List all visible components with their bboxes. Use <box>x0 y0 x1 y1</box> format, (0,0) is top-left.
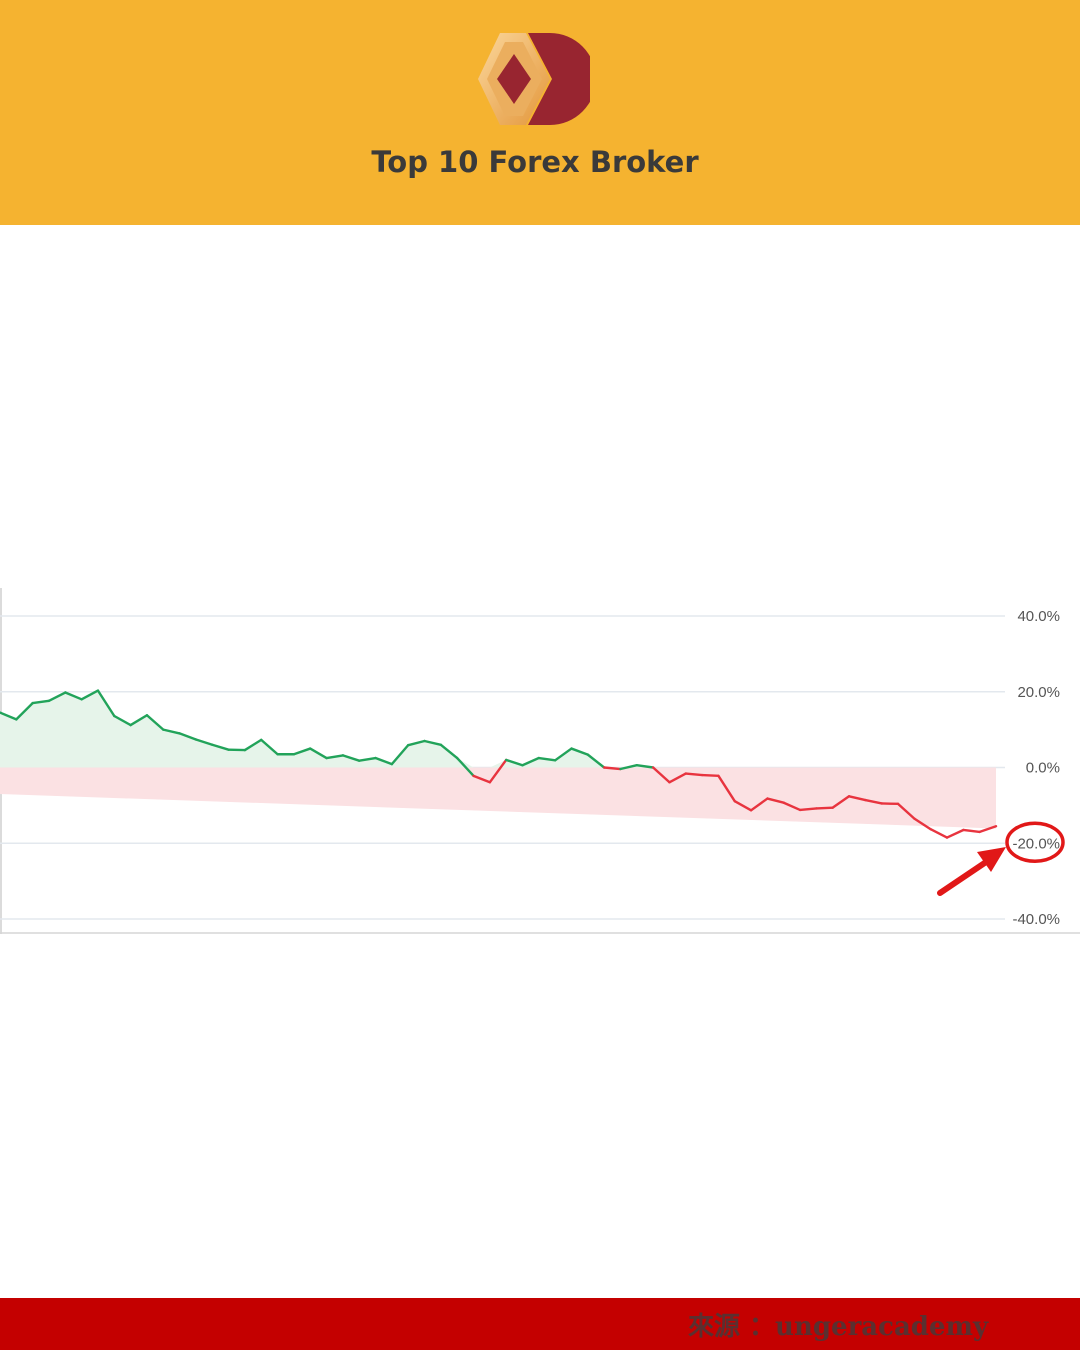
series-line-segment <box>455 756 475 778</box>
series-line-segment <box>390 743 410 766</box>
series-line-segment <box>635 764 655 769</box>
series-line-segment <box>913 817 932 831</box>
series-line-segment <box>64 691 83 701</box>
series-line-segment <box>162 728 181 735</box>
series-line-segment <box>668 772 687 784</box>
series-line-segment <box>896 802 916 820</box>
series-line-segment <box>406 739 426 747</box>
series-line-segment <box>962 828 981 834</box>
series-line-segment <box>504 758 524 767</box>
series-line-segment <box>651 766 671 784</box>
performance-chart: 40.0% 20.0% 0.0% -20.0% -40.0% <box>0 588 1080 934</box>
series-line-segment <box>749 797 769 812</box>
y-tick-label: 40.0% <box>1017 608 1060 625</box>
baseline-band <box>0 767 996 829</box>
series-line-segment <box>782 801 802 812</box>
series-line-segment <box>0 711 18 721</box>
series-line-segment <box>521 756 541 767</box>
series-line-segment <box>423 739 443 746</box>
series-line-segment <box>194 738 214 746</box>
series-line-segment <box>929 828 949 839</box>
series-line-segment <box>815 806 834 810</box>
highlight-arrow-shaft <box>937 855 995 896</box>
series-line-segment <box>358 756 377 762</box>
series-line-segment <box>341 754 361 762</box>
series-line-segment <box>553 747 573 762</box>
series-line-segment <box>586 753 606 769</box>
series-line-segment <box>243 738 263 752</box>
series-line-segment <box>129 714 149 727</box>
series-line-segment <box>309 747 328 760</box>
series-line-segment <box>619 764 638 771</box>
series-line-segment <box>472 774 492 784</box>
series-line-segment <box>733 800 753 812</box>
series-line-segment <box>700 773 720 778</box>
chart-panel: 40.0% 20.0% 0.0% -20.0% -40.0% <box>0 588 1080 936</box>
y-tick-label: 20.0% <box>1017 684 1060 701</box>
series-line-segment <box>537 756 557 762</box>
series-line-segment <box>978 825 998 834</box>
source-credit: 來源 ：ungeracademy <box>688 1312 989 1342</box>
series-line-segment <box>945 828 965 839</box>
brand-title: Top 10 Forex Broker <box>371 145 699 179</box>
series-line-segment <box>292 747 312 756</box>
series-line-segment <box>260 738 279 756</box>
series-line-segment <box>766 797 785 804</box>
series-line-segment <box>145 714 165 731</box>
highlight-circle <box>1005 821 1065 863</box>
series-line-segment <box>211 743 230 751</box>
footer-bar: 來源 ：ungeracademy <box>0 1298 1080 1350</box>
series-line-segment <box>15 701 34 721</box>
series-line-segment <box>96 689 116 718</box>
series-line-segment <box>717 774 736 803</box>
series-line-segment <box>80 689 100 701</box>
series-line-segment <box>602 766 622 771</box>
series-line-segment <box>847 795 867 802</box>
y-tick-label: -20.0% <box>1012 835 1060 852</box>
series-line-segment <box>864 798 883 805</box>
y-tick-label: -40.0% <box>1012 911 1060 928</box>
series-line-segment <box>439 743 459 760</box>
series-line-segment <box>178 732 198 741</box>
series-line-segment <box>374 756 394 766</box>
highlight-arrow-head <box>977 847 1006 872</box>
series-line-segment <box>47 691 67 703</box>
series-line-segment <box>570 747 590 756</box>
header-banner: Top 10 Forex Broker <box>0 0 1080 225</box>
y-tick-label: 0.0% <box>1026 760 1060 777</box>
positive-area <box>0 690 996 768</box>
series-line-segment <box>113 714 132 727</box>
series-line-segment <box>831 795 851 809</box>
series-line-segment <box>31 699 51 705</box>
series-line-segment <box>325 754 345 760</box>
series-line-segment <box>488 758 508 784</box>
series-line-segment <box>684 772 704 777</box>
series-line-segment <box>798 807 818 812</box>
hive-diamond-logo-icon <box>478 33 590 125</box>
